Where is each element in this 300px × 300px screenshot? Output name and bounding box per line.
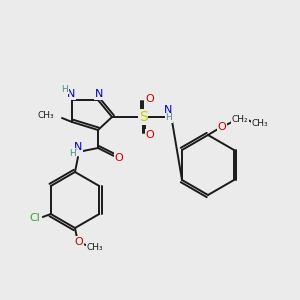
Text: CH₂: CH₂ xyxy=(232,115,248,124)
Text: S: S xyxy=(139,110,147,124)
Text: CH₃: CH₃ xyxy=(252,118,268,127)
Text: N: N xyxy=(164,105,172,115)
Text: O: O xyxy=(146,94,154,104)
Text: CH₃: CH₃ xyxy=(87,244,103,253)
Text: CH₃: CH₃ xyxy=(38,112,54,121)
Text: O: O xyxy=(146,130,154,140)
Text: N: N xyxy=(67,89,75,99)
Text: H: H xyxy=(166,113,172,122)
Text: O: O xyxy=(75,237,83,247)
Text: N: N xyxy=(74,142,82,152)
Text: N: N xyxy=(95,89,103,99)
Text: H: H xyxy=(61,85,68,94)
Text: O: O xyxy=(218,122,226,132)
Text: O: O xyxy=(115,153,123,163)
Text: H: H xyxy=(69,148,75,158)
Text: Cl: Cl xyxy=(29,213,40,223)
